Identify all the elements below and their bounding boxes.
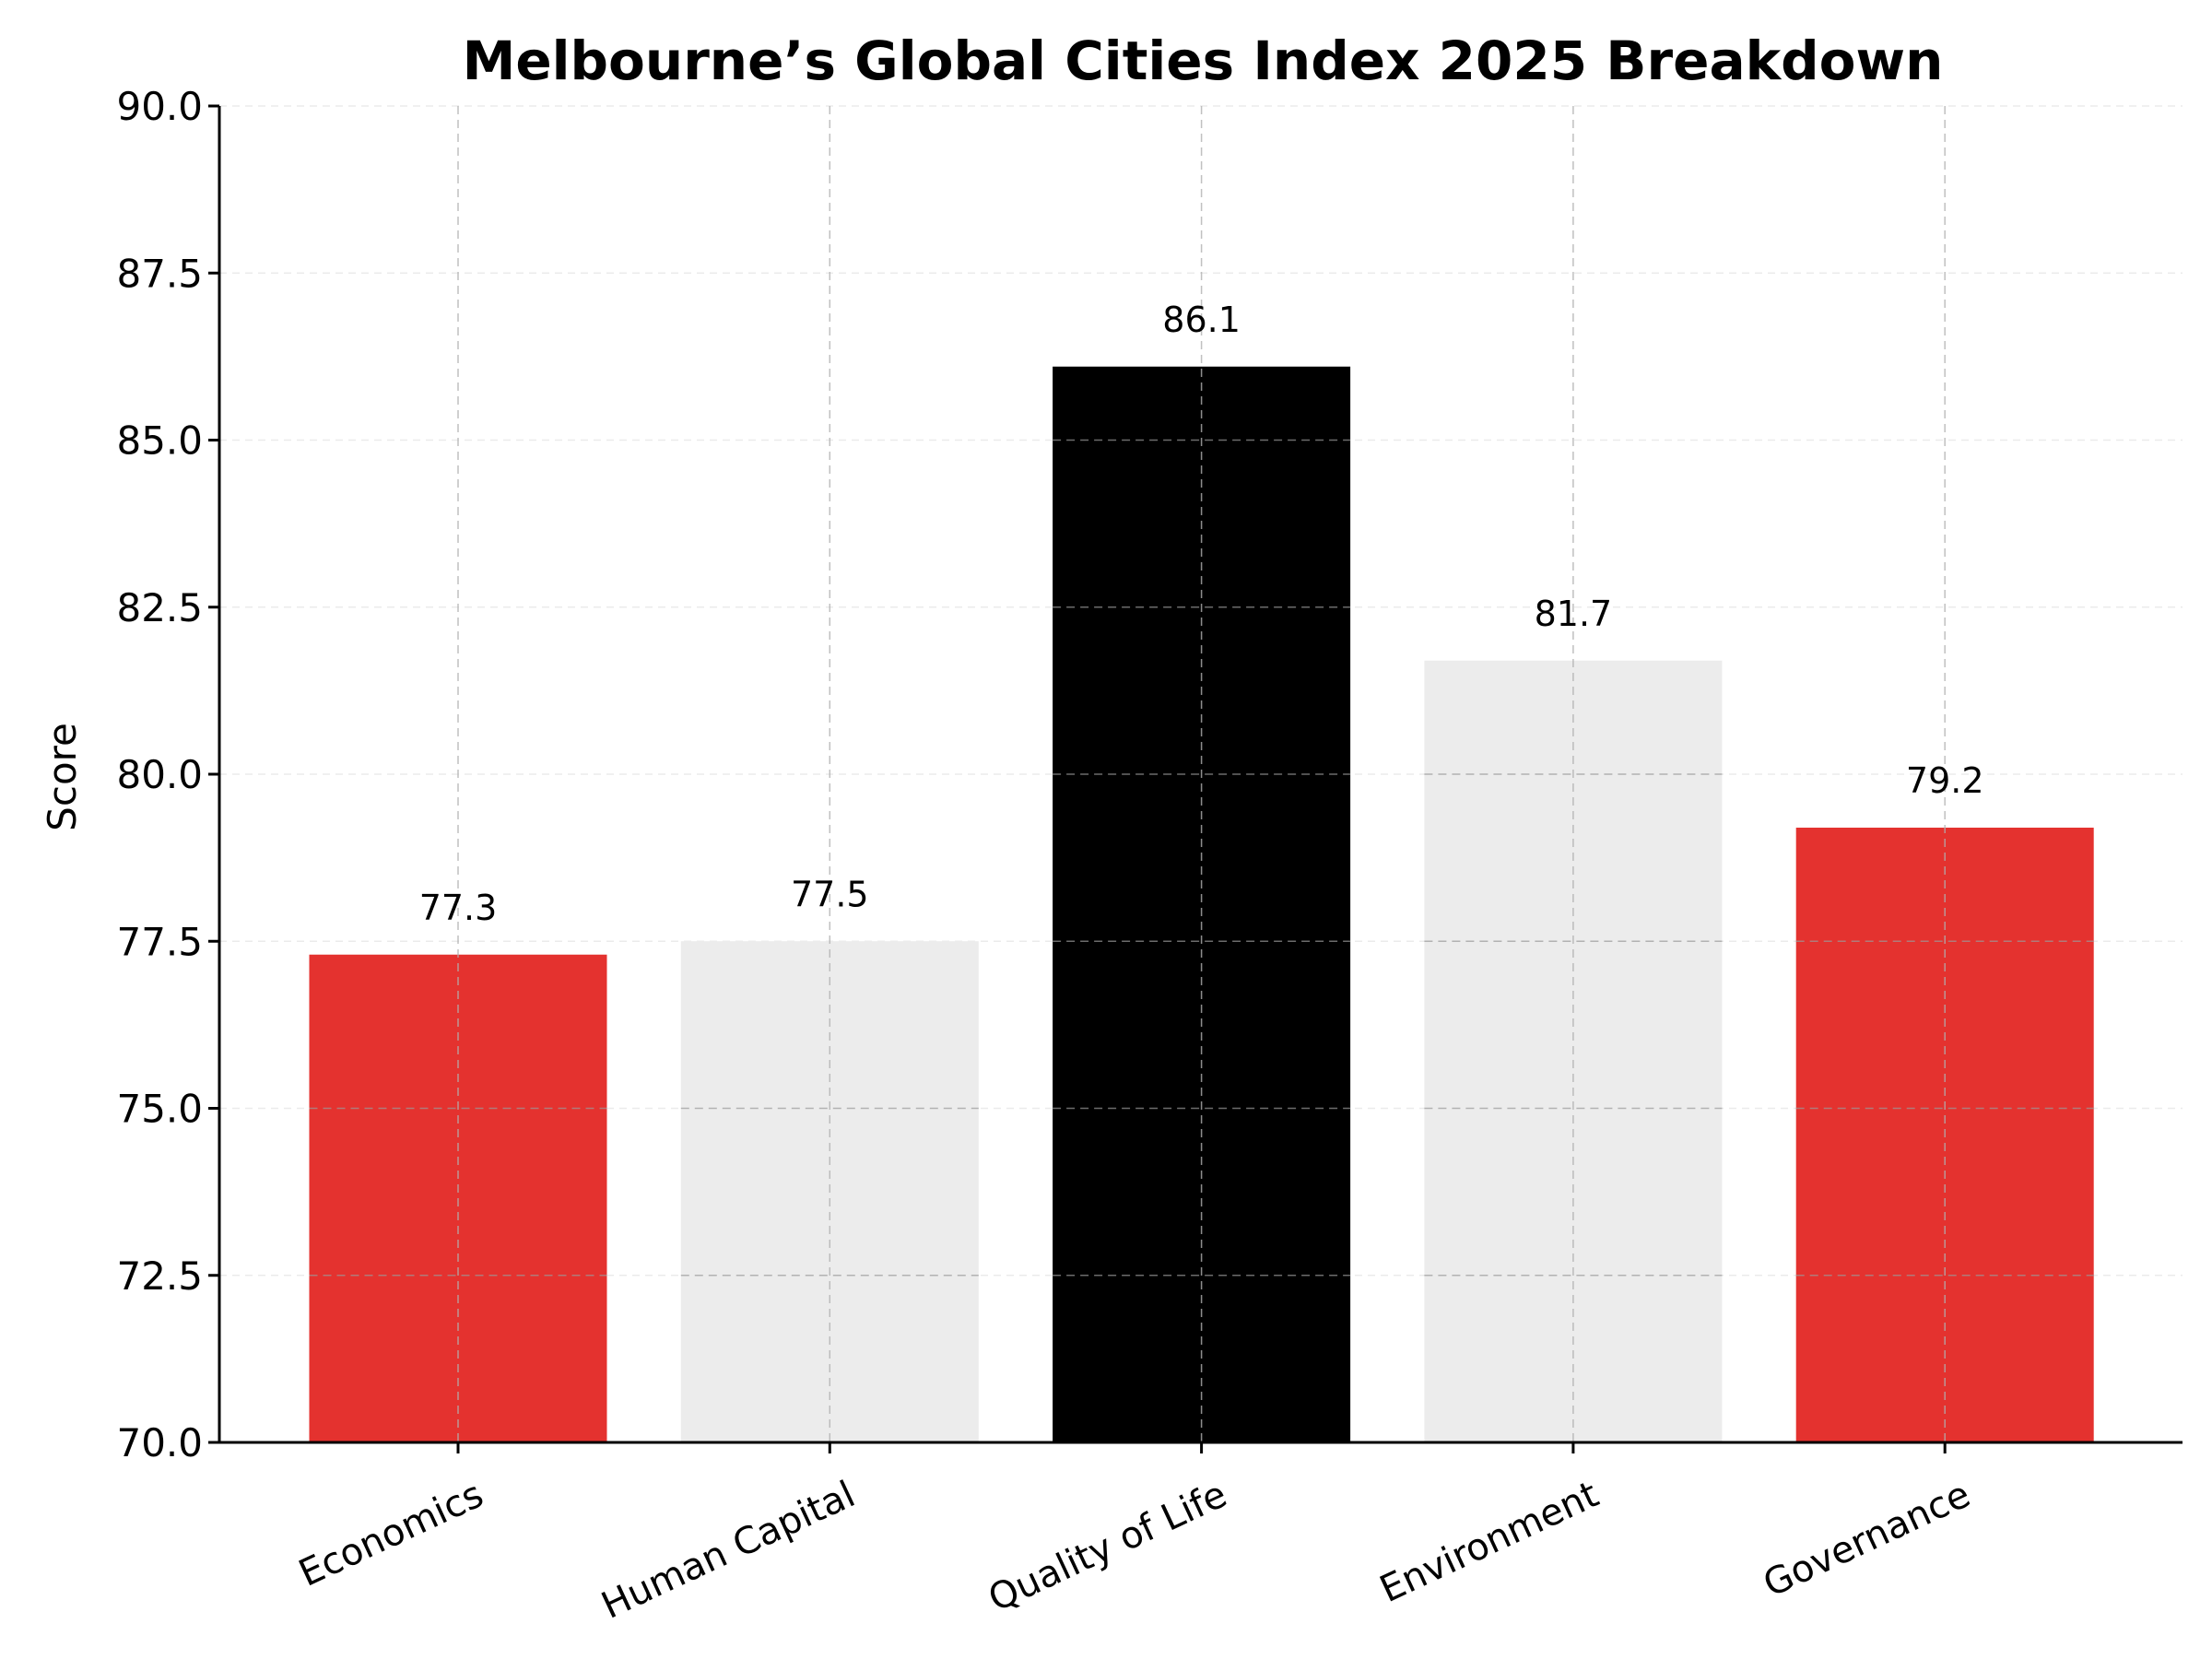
data-label: 86.1 [1162, 300, 1241, 340]
data-label: 77.5 [791, 874, 869, 914]
bar-quality-of-life [1053, 366, 1351, 1442]
y-tick-label: 87.5 [116, 251, 203, 296]
y-tick-label: 70.0 [116, 1420, 203, 1465]
data-label: 77.3 [419, 888, 498, 928]
data-label: 81.7 [1535, 594, 1613, 634]
data-label: 79.2 [1906, 760, 1984, 801]
y-axis-ticks: 70.0 72.5 75.0 77.5 80.0 82.5 85.0 87.5 90.0 [116, 84, 219, 1465]
y-tick-label: 82.5 [116, 585, 203, 630]
chart-title: Melbourne’s Global Cities Index 2025 Bre… [463, 29, 1944, 92]
y-tick-label: 77.5 [116, 919, 203, 964]
y-tick-label: 90.0 [116, 84, 203, 129]
y-tick-label: 85.0 [116, 418, 203, 464]
vertical-grid-lines [309, 106, 2094, 1442]
y-tick-label: 72.5 [116, 1253, 203, 1299]
y-axis-label: Score [40, 723, 85, 831]
y-tick-label: 80.0 [116, 752, 203, 797]
y-tick-label: 75.0 [116, 1087, 203, 1132]
data-labels: 77.3 77.5 86.1 81.7 79.2 [419, 300, 1984, 928]
